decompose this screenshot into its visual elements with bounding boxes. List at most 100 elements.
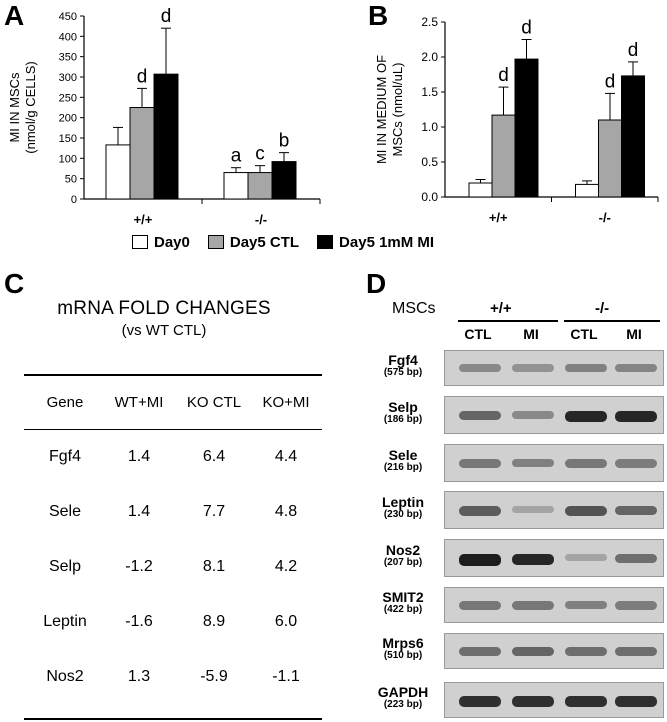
- gel-gene-name: Mrps6: [382, 635, 424, 651]
- chart-b-bar: [621, 75, 645, 198]
- gel-product-size: (510 bp): [383, 649, 423, 661]
- chart-b-y-tick-label: 0.5: [421, 155, 438, 169]
- chart-b-y-axis-label: MSCs (nmol/uL): [390, 63, 405, 157]
- gel-group-wt-bar: [458, 320, 558, 322]
- chart-a-significance-label: c: [255, 144, 265, 165]
- gel-band: [459, 364, 501, 373]
- gel-product-size: (422 bp): [383, 603, 423, 615]
- chart-a-bar: [105, 144, 131, 200]
- gel-lane-label: CTL: [464, 326, 492, 342]
- chart-a-significance-label: a: [231, 146, 242, 167]
- table-value-cell: 1.4: [127, 503, 151, 520]
- gel-band: [615, 506, 657, 516]
- gel-band: [615, 459, 657, 468]
- table-gene-cell: Nos2: [46, 668, 84, 685]
- gel-gene-name: Selp: [388, 399, 418, 415]
- gel-band: [512, 554, 554, 566]
- table-gene-cell: Fgf4: [48, 448, 81, 465]
- table-header-cell: WT+MI: [114, 394, 164, 411]
- chart-b-significance-label: d: [521, 18, 532, 39]
- chart-b-bar: [468, 182, 493, 198]
- gel-band: [615, 601, 657, 610]
- chart-a-significance-label: d: [161, 6, 172, 27]
- panel-label-b: B: [368, 0, 389, 31]
- table-gene-cell: Sele: [48, 503, 82, 520]
- table-value-cell: 4.2: [274, 558, 298, 575]
- gel-band: [459, 601, 501, 610]
- gel-image-leptin: [444, 491, 664, 529]
- table-value-cell: 4.4: [274, 448, 298, 465]
- gel-band: [565, 411, 607, 423]
- gel-group-wt: +/+: [490, 300, 512, 317]
- table-value-cell: 4.8: [274, 503, 298, 520]
- panel-label-c: C: [4, 268, 25, 299]
- chart-b-y-tick-label: 0.0: [421, 190, 438, 204]
- gel-product-size: (230 bp): [383, 508, 423, 520]
- gel-image-nos2: [444, 539, 664, 577]
- chart-legend: Day0 Day5 CTL Day5 1mM MI: [132, 232, 452, 252]
- gel-product-size: (207 bp): [383, 556, 423, 568]
- table-value-cell: 1.4: [127, 448, 151, 465]
- gel-band: [512, 364, 554, 372]
- gel-image-smit2: [444, 587, 664, 623]
- gel-row-label-sele: Sele (216 bp): [368, 448, 438, 473]
- chart-a-y-tick-label: 150: [59, 133, 77, 145]
- gel-band: [615, 554, 657, 563]
- gel-row-label-smit2: SMIT2 (422 bp): [368, 590, 438, 615]
- table-value-cell: -1.6: [125, 613, 153, 630]
- chart-b-y-tick-label: 2.5: [421, 15, 438, 29]
- gel-row-label-nos2: Nos2 (207 bp): [368, 543, 438, 568]
- chart-a-y-tick-label: 200: [59, 113, 77, 125]
- gel-band: [459, 459, 501, 468]
- gel-row-label-gapdh: GAPDH (223 bp): [368, 685, 438, 710]
- chart-b-significance-label: d: [628, 40, 639, 61]
- chart-b-bar: [598, 119, 622, 198]
- table-gene-cell: Selp: [48, 558, 82, 575]
- gel-band: [459, 696, 501, 708]
- chart-a-y-axis-label: MI IN MSCs: [7, 72, 22, 143]
- chart-b-significance-label: d: [605, 71, 616, 92]
- chart-b-bar: [491, 114, 516, 198]
- gel-row-label-selp: Selp (186 bp): [368, 400, 438, 425]
- panel-label-d: D: [366, 268, 387, 299]
- gel-band: [565, 601, 607, 610]
- chart-a-category-label: -/-: [255, 212, 267, 227]
- gel-group-ko-bar: [564, 320, 660, 322]
- table-gene-cell: Leptin: [43, 613, 87, 630]
- gel-image-fgf4: [444, 350, 664, 386]
- chart-b-significance-label: d: [498, 65, 509, 86]
- legend-label-day0: Day0: [154, 233, 190, 251]
- panel-label-a: A: [4, 0, 25, 31]
- gel-band: [615, 647, 657, 656]
- chart-b-bar: [575, 183, 599, 198]
- chart-a-bar: [153, 73, 179, 200]
- chart-b-bar: [514, 58, 539, 198]
- gel-band: [512, 647, 554, 657]
- table-value-cell: 8.1: [202, 558, 226, 575]
- legend-label-day5-mi: Day5 1mM MI: [339, 233, 435, 251]
- table-header-cell: KO+MI: [262, 394, 310, 411]
- gel-band: [615, 364, 657, 373]
- chart-b-y-axis-label: MI IN MEDIUM OF: [374, 55, 389, 164]
- gel-band: [615, 411, 657, 423]
- gel-image-sele: [444, 444, 664, 482]
- gel-gene-name: GAPDH: [377, 684, 429, 700]
- legend-item-day0: Day0: [132, 234, 190, 251]
- table-value-cell: 1.3: [127, 668, 151, 685]
- chart-b-y-tick-label: 1.0: [421, 120, 438, 134]
- gel-image-selp: [444, 396, 664, 434]
- table-value-cell: 6.0: [274, 613, 298, 630]
- gel-band: [512, 459, 554, 468]
- gel-product-size: (223 bp): [383, 698, 423, 710]
- chart-a-y-tick-label: 300: [59, 72, 77, 84]
- chart-a-bar: [247, 172, 273, 200]
- gel-lane-label: MI: [626, 326, 642, 342]
- table-subtitle: (vs WT CTL): [121, 322, 207, 339]
- table-value-cell: 7.7: [202, 503, 226, 520]
- table-value-cell: 6.4: [202, 448, 226, 465]
- gel-image-mrps6: [444, 633, 664, 669]
- gel-band: [565, 554, 607, 562]
- chart-a-y-tick-label: 350: [59, 52, 77, 64]
- gel-product-size: (575 bp): [383, 366, 423, 378]
- chart-a-y-tick-label: 400: [59, 31, 77, 43]
